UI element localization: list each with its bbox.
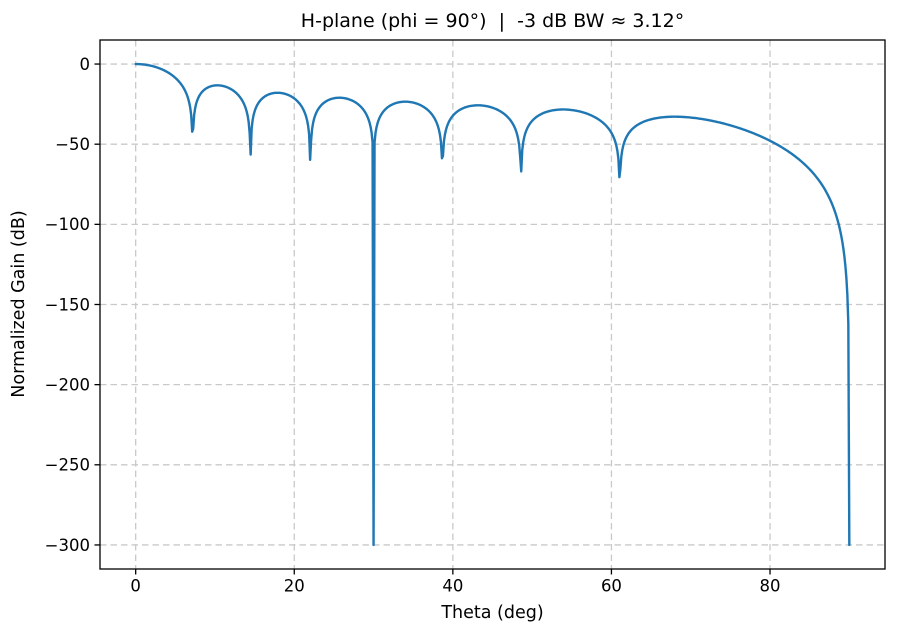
- x-tick-label: 0: [130, 577, 141, 596]
- x-tick-label: 40: [442, 577, 463, 596]
- y-tick-label: −100: [45, 215, 90, 234]
- x-tick-label: 20: [284, 577, 305, 596]
- x-axis-label: Theta (deg): [441, 603, 544, 623]
- y-tick-label: −300: [45, 536, 90, 555]
- x-tick-label: 80: [760, 577, 781, 596]
- x-tick-label: 60: [601, 577, 622, 596]
- y-tick-label: 0: [80, 55, 91, 74]
- chart-title: H-plane (phi = 90°) | -3 dB BW ≈ 3.12°: [300, 10, 685, 32]
- gain-curve: [134, 62, 851, 547]
- y-tick-label: −150: [45, 295, 90, 314]
- y-tick-label: −200: [45, 375, 90, 394]
- y-axis-label: Normalized Gain (dB): [9, 210, 29, 398]
- y-tick-label: −250: [45, 456, 90, 475]
- y-tick-label: −50: [55, 135, 90, 154]
